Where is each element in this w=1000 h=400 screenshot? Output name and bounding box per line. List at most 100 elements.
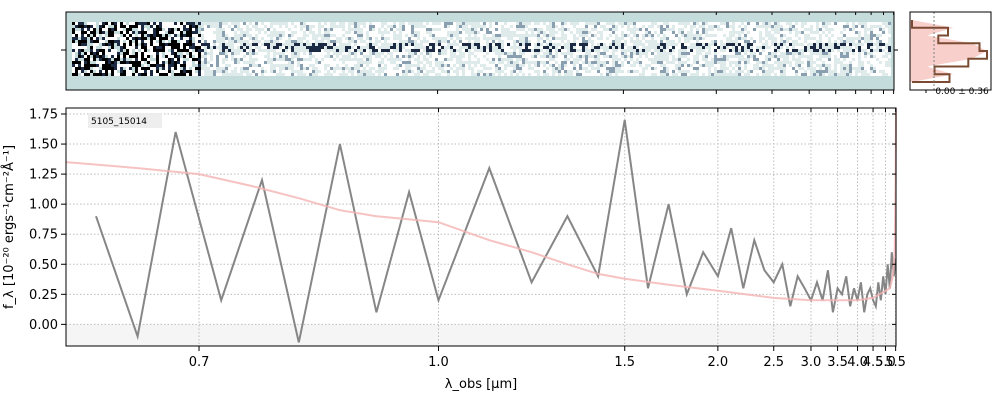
image-pixel: [576, 64, 579, 67]
image-pixel: [351, 49, 354, 52]
image-pixel: [516, 52, 519, 55]
image-pixel: [282, 28, 285, 31]
image-pixel: [165, 31, 168, 34]
image-pixel: [735, 70, 738, 73]
image-pixel: [594, 73, 597, 76]
image-pixel: [453, 28, 456, 31]
image-pixel: [672, 22, 675, 25]
image-pixel: [507, 58, 510, 61]
image-pixel: [480, 34, 483, 37]
image-pixel: [558, 40, 561, 43]
image-pixel: [504, 37, 507, 40]
image-pixel: [498, 46, 501, 49]
image-pixel: [366, 46, 369, 49]
image-pixel: [870, 28, 873, 31]
image-pixel: [474, 28, 477, 31]
image-pixel: [642, 49, 645, 52]
image-pixel: [843, 61, 846, 64]
image-pixel: [240, 61, 243, 64]
image-pixel: [360, 22, 363, 25]
image-pixel: [372, 34, 375, 37]
image-pixel: [486, 28, 489, 31]
image-pixel: [519, 43, 522, 46]
image-pixel: [681, 34, 684, 37]
image-pixel: [534, 28, 537, 31]
image-pixel: [84, 49, 87, 52]
image-pixel: [375, 70, 378, 73]
image-pixel: [501, 52, 504, 55]
image-pixel: [270, 61, 273, 64]
image-pixel: [858, 58, 861, 61]
image-pixel: [855, 58, 858, 61]
image-pixel: [264, 31, 267, 34]
image-pixel: [129, 43, 132, 46]
image-pixel: [558, 28, 561, 31]
image-pixel: [540, 31, 543, 34]
image-pixel: [177, 55, 180, 58]
image-pixel: [480, 46, 483, 49]
image-pixel: [528, 70, 531, 73]
image-pixel: [564, 61, 567, 64]
image-pixel: [492, 22, 495, 25]
image-pixel: [531, 43, 534, 46]
image-pixel: [732, 28, 735, 31]
image-pixel: [426, 49, 429, 52]
image-pixel: [735, 34, 738, 37]
image-pixel: [726, 40, 729, 43]
image-pixel: [468, 25, 471, 28]
image-pixel: [681, 73, 684, 76]
image-pixel: [288, 34, 291, 37]
image-pixel: [300, 67, 303, 70]
image-pixel: [468, 31, 471, 34]
image-pixel: [618, 46, 621, 49]
image-pixel: [834, 61, 837, 64]
image-pixel: [198, 40, 201, 43]
image-pixel: [354, 40, 357, 43]
image-pixel: [492, 31, 495, 34]
image-pixel: [168, 34, 171, 37]
image-pixel: [279, 49, 282, 52]
image-pixel: [861, 55, 864, 58]
image-pixel: [348, 64, 351, 67]
image-pixel: [96, 49, 99, 52]
image-pixel: [543, 70, 546, 73]
image-pixel: [363, 46, 366, 49]
image-pixel: [792, 22, 795, 25]
image-pixel: [255, 25, 258, 28]
image-pixel: [756, 40, 759, 43]
image-pixel: [282, 67, 285, 70]
image-pixel: [231, 58, 234, 61]
image-pixel: [465, 58, 468, 61]
image-pixel: [405, 37, 408, 40]
image-pixel: [75, 31, 78, 34]
image-pixel: [102, 67, 105, 70]
image-pixel: [516, 25, 519, 28]
image-pixel: [405, 22, 408, 25]
image-pixel: [150, 28, 153, 31]
image-pixel: [504, 49, 507, 52]
image-pixel: [435, 31, 438, 34]
image-pixel: [117, 61, 120, 64]
image-pixel: [120, 37, 123, 40]
image-pixel: [483, 49, 486, 52]
image-pixel: [129, 67, 132, 70]
image-pixel: [456, 58, 459, 61]
image-pixel: [633, 49, 636, 52]
image-pixel: [96, 64, 99, 67]
image-pixel: [639, 55, 642, 58]
image-pixel: [576, 67, 579, 70]
image-pixel: [840, 25, 843, 28]
image-pixel: [636, 70, 639, 73]
image-pixel: [882, 64, 885, 67]
image-pixel: [402, 31, 405, 34]
image-pixel: [342, 25, 345, 28]
image-pixel: [561, 55, 564, 58]
image-pixel: [78, 67, 81, 70]
image-pixel: [669, 49, 672, 52]
image-pixel: [246, 40, 249, 43]
image-pixel: [831, 58, 834, 61]
image-pixel: [642, 55, 645, 58]
image-pixel: [546, 58, 549, 61]
image-pixel: [222, 73, 225, 76]
image-pixel: [636, 64, 639, 67]
